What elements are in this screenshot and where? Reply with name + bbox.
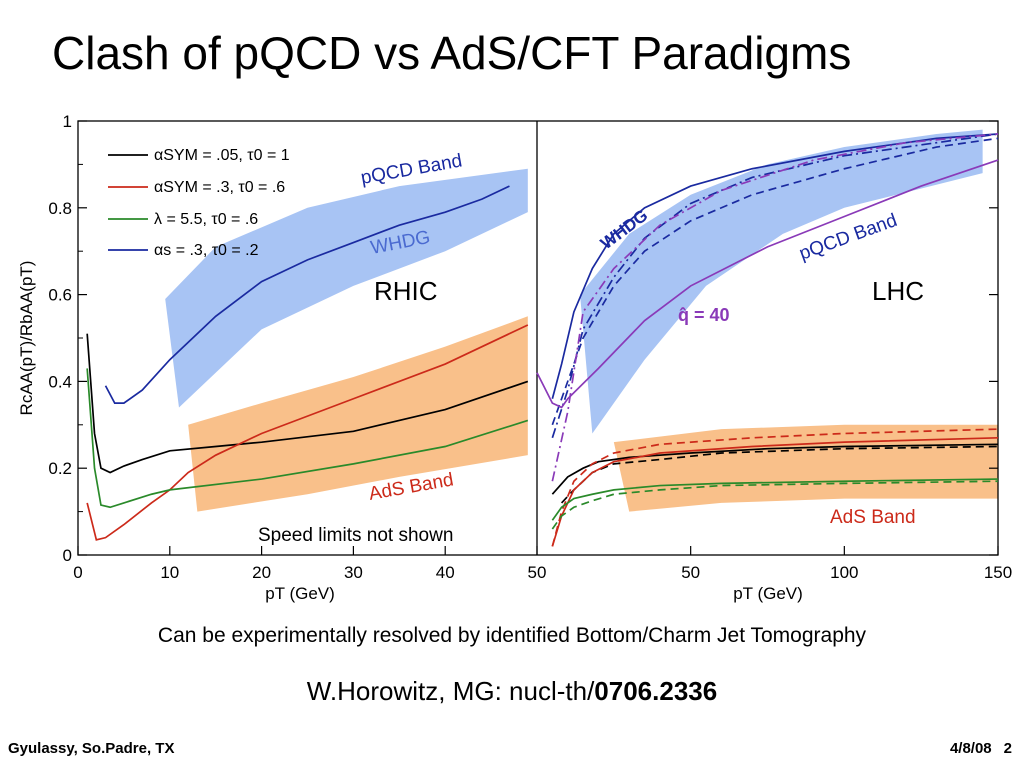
lhc-series-line-0 [551, 443, 999, 495]
x-tick-label: 50 [681, 563, 700, 582]
legend-item-label: αSYM = .05, τ0 = 1 [154, 147, 290, 164]
lhc-series-line-6 [551, 133, 999, 399]
rhic-series-line-3 [104, 185, 510, 404]
lhc-ads-band-label: AdS Band [830, 507, 916, 528]
y-tick-label: 0.4 [48, 372, 72, 391]
x-axis-title-rhic: pT (GeV) [265, 584, 335, 603]
rhic-panel-label: RHIC [374, 276, 438, 306]
footer-date: 4/8/08 [949, 740, 992, 757]
rhic-pqcd-band [165, 168, 528, 408]
lhc-pqcd-band [580, 129, 983, 434]
lhc-series-line-2 [551, 436, 999, 547]
lhc-series-line-3 [551, 428, 999, 547]
rhic-series-line-2 [86, 368, 529, 509]
legend-item-label: αSYM = .3, τ0 = .6 [154, 179, 285, 196]
legend-item-label: αs = .3, τ0 = .2 [154, 242, 259, 259]
rhic-series-line-0 [86, 333, 529, 474]
slide-caption: Can be experimentally resolved by identi… [157, 624, 867, 647]
x-axis-title-lhc: pT (GeV) [733, 584, 803, 603]
footer-author: Gyulassy, So.Padre, TX [8, 740, 175, 757]
lhc-series-line-5 [551, 480, 999, 530]
x-tick-label: 20 [252, 563, 271, 582]
y-tick-label: 0 [63, 546, 72, 565]
legend-item-label: λ = 5.5, τ0 = .6 [154, 211, 258, 228]
y-tick-label: 0.8 [48, 199, 72, 218]
reference-citation: W.Horowitz, MG: nucl-th/0706.2336 [0, 676, 1024, 707]
x-tick-label: 40 [436, 563, 455, 582]
reference-prefix: W.Horowitz, MG: nucl-th/ [306, 676, 595, 706]
x-tick-label: 10 [160, 563, 179, 582]
x-tick-label: 30 [344, 563, 363, 582]
footer-right: 4/8/08 2 [938, 740, 1012, 757]
lhc-series-line-10 [551, 133, 999, 482]
x-tick-label: 100 [830, 563, 858, 582]
page-number: 2 [1003, 740, 1012, 757]
qhat-label: q̂ = 40 [678, 305, 730, 325]
x-tick-label: 150 [984, 563, 1012, 582]
chart-figure: 00.20.40.60.810 10 20 30 40 50 50 100 150 pT (Ge… [17, 112, 1012, 603]
y-tick-label: 1 [63, 112, 72, 131]
reference-id: 0706.2336 [594, 676, 718, 706]
x-tick-label: 0 [73, 563, 82, 582]
lhc-series-line-4 [551, 478, 999, 521]
slide-title: Clash of pQCD vs AdS/CFT Paradigms [52, 27, 852, 79]
lhc-ads-band [613, 424, 998, 512]
y-tick-label: 0.6 [48, 286, 72, 305]
rhic-series-line-1 [86, 324, 529, 541]
y-axis-title: RcAA(pT)/RbAA(pT) [17, 261, 36, 416]
y-tick-label: 0.2 [48, 459, 72, 478]
lhc-series-line-9 [536, 159, 999, 409]
speed-limits-note: Speed limits not shown [258, 525, 453, 546]
x-tick-label: 50 [528, 563, 547, 582]
lhc-panel-label: LHC [872, 276, 924, 306]
lhc-series-line-1 [560, 445, 999, 504]
